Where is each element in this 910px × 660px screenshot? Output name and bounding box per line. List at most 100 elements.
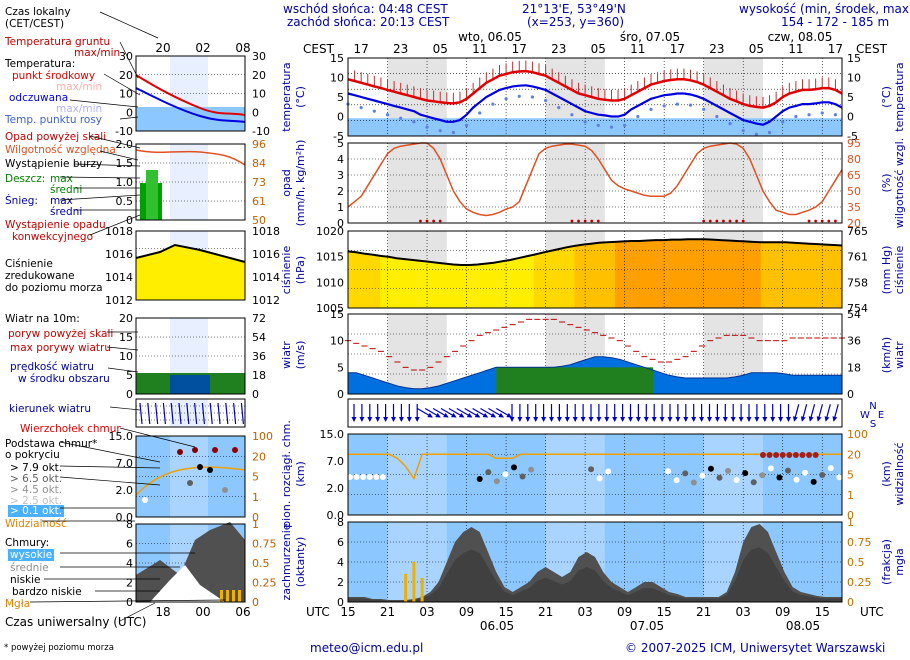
tick-right: 1 [847,516,854,529]
sunset-text: zachód słońca: 20:13 CEST [287,15,450,29]
wind-strong-fill [537,367,547,394]
dew-point-marker [781,120,785,124]
legend-tick-right: 5 [252,471,259,484]
pressure-left-title: ciśnienie [280,246,293,295]
wind-strong-fill [578,367,588,394]
tick-right: 761 [847,251,868,264]
legend-tick-right: 0 [252,596,259,609]
legend-frame [135,398,246,428]
visibility-line [348,453,842,481]
tick-right: 35 [847,201,861,214]
pressure-left-unit: (hPa) [294,256,307,284]
legend-frame [135,230,246,301]
convective-marker [570,219,574,223]
legend-tick-left: 8 [126,518,133,531]
pressure-fill [412,259,422,309]
cloud-base-dot [682,470,689,477]
legend-wind-10m: Wiatr na 10m: [5,313,80,325]
legend-cloud-dot [207,467,213,473]
legend-leader-line [59,441,161,463]
legend-gust-max: max porywy wiatru [10,342,112,354]
tz-bottom-right: UTC [860,605,884,619]
legend-tick-right: 18 [252,369,266,382]
wind-arrow-head [443,412,449,418]
legend-tick-right: 73 [252,176,266,189]
legend-leader-line [99,11,159,39]
tick-right: 0.75 [847,536,872,549]
convective-marker [814,219,818,223]
wind-arrow-head [359,417,365,422]
pressure-fill [477,263,486,309]
dew-point-marker [636,114,640,119]
pressure-fill [744,241,754,309]
tick-left: -5 [333,130,344,143]
legend-tick-left: 7.0 [116,457,134,470]
cloud-top-dot [812,452,819,458]
cloud-base-dot [690,479,697,486]
legend-cloud-dot [212,447,218,453]
dew-point-marker [491,102,495,106]
legend-rain-max: max [50,173,73,185]
pressure-fill [461,264,470,309]
legend-rain-avg: średni [50,184,83,196]
legend-tick-right: -10 [252,125,270,138]
wind-arrow-head [714,417,720,422]
convective-marker [419,219,422,223]
legend-tick-right: 0 [252,511,259,524]
pressure-fill [590,242,600,309]
panel-frame [347,398,843,428]
cloud-base-dot [759,472,766,479]
legend-pressure-line [135,243,246,263]
dew-point-marker [807,113,811,117]
dew-point-marker [609,125,614,129]
legend-temp-felt-maxmin: max/min [56,103,103,115]
legend-fog-bar [238,590,241,602]
pressure-right-unit: (mm Hg) [880,246,893,295]
legend-tick-right: 0.5 [252,557,270,570]
legend-visibility-line [135,466,246,496]
tick-left: 0 [337,217,344,230]
pressure-fill [736,240,746,309]
wind-arrow-head [707,417,712,422]
hour-top-label: 23 [551,42,566,56]
hour-top-label: 23 [709,42,724,56]
legend-tick-right: 20 [252,69,266,82]
legend-cl-low: niskie [10,574,41,586]
humidity-line [347,142,843,217]
legend-felt-line [135,87,246,123]
legend-tick-right: 54 [252,331,266,344]
below-zero-fill [348,118,842,136]
tick-right: 36 [847,335,861,348]
pressure-fill [598,242,608,309]
clouds-left-title: pion. rozciągł. chm. [280,420,293,528]
tick-left: 0.0 [327,509,345,522]
convective-marker [708,219,712,223]
wind-strong-fill [570,367,580,394]
footer-email[interactable]: meteo@icm.edu.pl [310,641,424,655]
legend-utc: Czas uniwersalny (UTC) [5,615,147,629]
wind-arrow-head [596,417,602,422]
legend-leader-line [69,99,139,108]
pressure-fill [453,264,462,309]
cloud-base-dot [493,478,500,485]
legend-hour-bottom: 06 [235,605,250,619]
legend-wind-fill-2 [170,375,210,394]
wind-arrow-head [435,412,441,418]
hour-bottom-label: 21 [380,605,395,619]
pressure-fill [558,246,567,309]
dew-point-marker [675,102,679,106]
wind-strong-fill [627,367,637,394]
day-top-label: śro, 07.05 [620,30,680,44]
legend-wind-arrow [233,402,237,425]
legend-humidity: Wilgotność względna [5,144,116,156]
cloud-base-dot [707,465,714,472]
wind-strong-fill [520,367,530,394]
dew-point-marker [412,120,416,124]
legend-tick-right: 1018 [252,225,280,238]
legend-tick-left: 10 [119,350,133,363]
hour-top-label: 11 [472,42,487,56]
pressure-fill [355,251,365,309]
legend-pressure-3: do poziomu morza [5,282,103,294]
